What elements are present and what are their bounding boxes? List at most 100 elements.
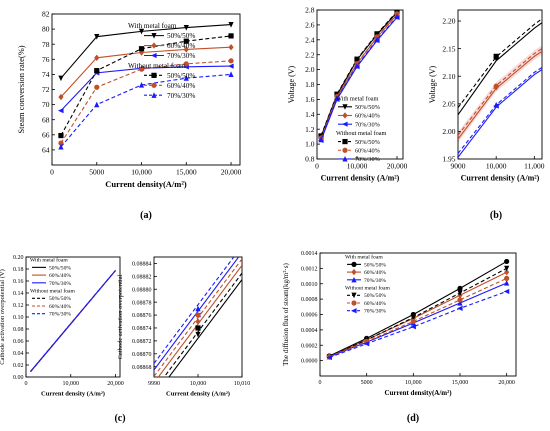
y-axis-label: Cathode activation overpotential (V) bbox=[0, 269, 6, 364]
data-point bbox=[410, 314, 416, 321]
chart-d: 0 5000 10,000 15,000 20,000 0.0000 0.0002 0.000… bbox=[282, 251, 517, 424]
y-axis-label: The diffusion flux of steam(kg/m²·s) bbox=[282, 263, 290, 366]
y-tick-label: 2.00 bbox=[442, 127, 455, 136]
series-nofoam-70-30 bbox=[30, 270, 116, 373]
legend-label: 70%/30% bbox=[167, 52, 195, 60]
legend-marker bbox=[151, 92, 157, 98]
x-tick-label: 0 bbox=[315, 162, 319, 171]
y-tick-label: 0.18 bbox=[13, 267, 24, 273]
data-point bbox=[374, 36, 380, 43]
plot-frame bbox=[457, 9, 543, 160]
data-point bbox=[410, 324, 416, 330]
legend-group-title: Without metal foam bbox=[336, 130, 387, 137]
data-point bbox=[58, 140, 64, 146]
legend-label: 50%/50% bbox=[364, 293, 386, 299]
series-nofoam-70-30 bbox=[58, 71, 234, 150]
y-tick-label: 0.08872 bbox=[132, 339, 152, 345]
series-line bbox=[458, 48, 542, 136]
data-point bbox=[228, 58, 234, 64]
series-line bbox=[320, 16, 398, 140]
y-tick-label: 0.8 bbox=[305, 155, 315, 164]
legend: With metal foam50%/50%60%/40%70%/30%With… bbox=[336, 95, 387, 163]
legend-marker bbox=[342, 155, 348, 162]
legend-label: 60%/40% bbox=[355, 113, 381, 120]
legend-marker bbox=[351, 300, 357, 306]
series-foam-50-50 bbox=[458, 22, 542, 116]
y-tick-label: 0.0000 bbox=[301, 359, 318, 365]
legend-group-title: Without metal foam bbox=[30, 288, 75, 295]
x-tick-label: 0 bbox=[25, 381, 28, 387]
y-tick-label: 2.20 bbox=[442, 17, 455, 26]
x-tick-label: 10,000 bbox=[347, 162, 368, 171]
data-point bbox=[354, 56, 360, 62]
y-tick-label: 1.0 bbox=[305, 140, 315, 149]
chart-c2: 9990 10,000 10,010 0.08868 0.08870 0.08872 0.0… bbox=[117, 256, 250, 398]
legend-marker bbox=[151, 52, 157, 59]
x-axis-label: Current density (A/m²) bbox=[166, 391, 230, 398]
series-foam-70-30 bbox=[30, 270, 116, 373]
y-tick-label: 2.0 bbox=[305, 65, 315, 74]
x-tick-label: 20,000 bbox=[387, 162, 408, 171]
data-point bbox=[504, 265, 510, 272]
y-axis-label: Cathode activation overpotential bbox=[117, 274, 124, 359]
chart-c1: 0 10,000 20,000 0.00 0.02 0.04 0.06 0.08 0.10 0.1… bbox=[0, 255, 126, 424]
y-tick-label: 0.08868 bbox=[132, 365, 152, 371]
y-tick-label: 1.95 bbox=[442, 155, 455, 164]
series-line bbox=[154, 257, 235, 364]
x-axis-label: Current density (A/m²) bbox=[41, 391, 105, 398]
legend-group-title: With metal foam bbox=[336, 95, 379, 102]
x-tick-label: 9000 bbox=[451, 162, 466, 171]
legend-label: 50%/50% bbox=[49, 296, 71, 302]
data-point bbox=[94, 68, 100, 74]
data-point bbox=[94, 101, 100, 108]
y-tick-label: 0.14 bbox=[13, 291, 24, 297]
legend-marker bbox=[151, 72, 157, 78]
data-point bbox=[394, 13, 400, 20]
legend-label: 50%/50% bbox=[355, 139, 381, 146]
y-tick-label: 70 bbox=[42, 100, 50, 109]
data-point bbox=[374, 31, 380, 37]
y-tick-label: 0.04 bbox=[13, 351, 24, 357]
y-tick-label: 2.05 bbox=[442, 99, 455, 108]
legend-label: 60%/40% bbox=[364, 270, 386, 276]
y-tick-label: 0.02 bbox=[13, 363, 24, 369]
legend-marker bbox=[342, 147, 348, 153]
y-tick-label: 0.0002 bbox=[301, 343, 318, 349]
data-point bbox=[228, 63, 234, 69]
y-tick-label: 0.0008 bbox=[301, 297, 318, 303]
y-tick-label: 82 bbox=[42, 10, 50, 19]
series-line bbox=[60, 60, 232, 144]
data-point bbox=[195, 305, 201, 312]
y-tick-label: 0.12 bbox=[13, 303, 24, 309]
data-point bbox=[457, 299, 463, 306]
y-tick-label: 66 bbox=[42, 130, 50, 139]
legend-group-title: Without metal foam bbox=[345, 285, 390, 292]
data-point bbox=[138, 81, 145, 88]
series-line bbox=[60, 24, 232, 79]
series-foam-70-30 bbox=[458, 69, 542, 158]
data-point bbox=[195, 318, 201, 325]
legend-marker bbox=[151, 42, 157, 49]
y-tick-label: 2.10 bbox=[442, 72, 455, 81]
legend-group-title: Without metal foam bbox=[128, 62, 186, 70]
legend-label: 70%/30% bbox=[49, 281, 71, 287]
series-line bbox=[458, 22, 542, 116]
panel-label: (c) bbox=[114, 413, 125, 424]
data-point bbox=[138, 66, 145, 72]
data-point bbox=[363, 341, 370, 347]
x-tick-label: 11,000 bbox=[524, 162, 545, 171]
y-tick-label: 2.4 bbox=[305, 35, 315, 44]
data-point bbox=[195, 312, 201, 318]
series-nofoam-60-40 bbox=[326, 275, 510, 360]
y-tick-label: 1.6 bbox=[305, 95, 315, 104]
x-tick-label: 9990 bbox=[148, 381, 160, 387]
data-point bbox=[228, 21, 234, 28]
legend-group-title: With metal foam bbox=[30, 257, 68, 264]
y-tick-label: 0.08884 bbox=[132, 262, 152, 268]
data-point bbox=[334, 95, 340, 102]
x-axis-label: Current density (A/m²) bbox=[321, 174, 400, 183]
y-tick-label: 0.0006 bbox=[301, 313, 318, 319]
series-nofoam-70-30 bbox=[154, 257, 235, 364]
legend-label: 50%/50% bbox=[49, 265, 71, 271]
